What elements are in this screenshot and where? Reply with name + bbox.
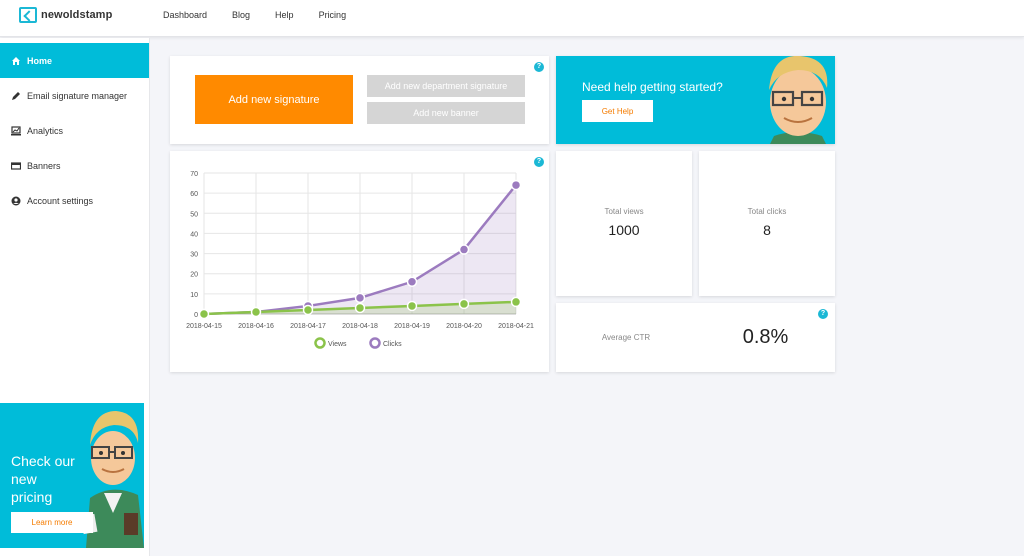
x-tick-label: 2018-04-16 xyxy=(238,323,274,330)
y-tick-label: 0 xyxy=(194,312,198,319)
add-banner-button[interactable]: Add new banner xyxy=(367,102,525,124)
nav-blog[interactable]: Blog xyxy=(232,10,251,20)
x-tick-label: 2018-04-21 xyxy=(498,323,534,330)
total-clicks-value: 8 xyxy=(763,222,771,238)
total-clicks-card: Total clicks 8 xyxy=(699,151,835,296)
average-ctr-card: ? Average CTR 0.8% xyxy=(556,303,835,372)
help-icon[interactable]: ? xyxy=(818,309,828,319)
actions-card: Add new signature Add new department sig… xyxy=(170,56,549,144)
add-department-signature-button[interactable]: Add new department signature xyxy=(367,75,525,97)
help-card-title: Need help getting started? xyxy=(582,80,723,94)
y-tick-label: 50 xyxy=(190,211,198,218)
nav-dashboard[interactable]: Dashboard xyxy=(163,10,208,20)
y-tick-label: 20 xyxy=(190,272,198,279)
user-icon xyxy=(11,196,21,205)
nav-pricing[interactable]: Pricing xyxy=(318,10,347,20)
legend-label-views: Views xyxy=(328,341,347,348)
data-point-clicks xyxy=(458,244,470,255)
sidebar-item-analytics[interactable]: Analytics xyxy=(0,113,149,148)
mascot-illustration xyxy=(769,56,828,144)
sidebar-item-label: Home xyxy=(27,55,53,66)
legend-label-clicks: Clicks xyxy=(383,341,402,348)
y-tick-label: 60 xyxy=(190,191,198,198)
y-tick-label: 30 xyxy=(190,252,198,259)
legend-marker-clicks xyxy=(369,337,381,349)
sidebar-item-label: Account settings xyxy=(27,195,94,206)
line-chart: 0 10 20 30 40 50 60 70 2018-04-15 2018-04-16 2018-… xyxy=(186,171,534,349)
add-new-signature-button[interactable]: Add new signature xyxy=(195,75,353,124)
data-point-views xyxy=(458,298,470,310)
average-ctr-value: 0.8% xyxy=(742,326,789,348)
logo-icon xyxy=(19,7,37,23)
x-tick-label: 2018-04-15 xyxy=(186,323,222,330)
data-point-views xyxy=(250,306,262,318)
total-views-label: Total views xyxy=(604,207,644,216)
home-icon xyxy=(12,56,20,65)
top-bar: newoldstamp Dashboard Blog Help Pricing xyxy=(0,0,1024,37)
analytics-chart-card: ? 0 10 20 30 40 50 60 70 2018-04-15 2018-04-16 201… xyxy=(170,151,549,372)
x-tick-label: 2018-04-20 xyxy=(446,323,482,330)
logo[interactable]: newoldstamp xyxy=(19,7,112,23)
help-icon[interactable]: ? xyxy=(534,157,544,167)
pen-icon xyxy=(12,91,20,100)
data-point-clicks xyxy=(406,276,418,288)
logo-text: newoldstamp xyxy=(41,9,113,21)
data-point-views xyxy=(510,296,522,308)
total-clicks-label: Total clicks xyxy=(747,207,787,216)
data-point-clicks xyxy=(354,292,366,304)
y-tick-label: 10 xyxy=(190,292,198,299)
sidebar-item-home[interactable]: Home xyxy=(0,43,149,78)
sidebar-item-label: Email signature manager xyxy=(27,90,128,101)
get-help-button[interactable]: Get Help xyxy=(582,100,653,122)
data-point-views xyxy=(198,308,210,320)
data-point-clicks xyxy=(510,179,522,191)
sidebar-item-account-settings[interactable]: Account settings xyxy=(0,183,149,218)
sidebar-item-label: Banners xyxy=(27,160,61,171)
data-point-views xyxy=(354,302,366,314)
average-ctr-label: Average CTR xyxy=(601,333,651,342)
sidebar-item-signature-manager[interactable]: Email signature manager xyxy=(0,78,149,113)
series-area-clicks xyxy=(204,185,516,314)
analytics-icon xyxy=(11,125,21,135)
sidebar-item-label: Analytics xyxy=(27,125,64,136)
promo-text: Check our new pricing xyxy=(11,453,75,505)
help-card: Need help getting started? Get Help xyxy=(556,56,835,144)
y-tick-label: 40 xyxy=(190,231,198,238)
banner-icon xyxy=(11,161,21,170)
x-tick-label: 2018-04-17 xyxy=(290,323,326,330)
learn-more-button[interactable]: Learn more xyxy=(11,512,93,533)
data-point-views xyxy=(302,304,314,316)
data-point-views xyxy=(406,300,418,312)
total-views-value: 1000 xyxy=(608,222,640,238)
y-tick-label: 70 xyxy=(190,171,198,178)
legend-marker-views xyxy=(314,337,326,349)
top-nav: Dashboard Blog Help Pricing xyxy=(163,10,371,20)
nav-help[interactable]: Help xyxy=(275,10,294,20)
help-icon[interactable]: ? xyxy=(534,62,544,72)
sidebar-item-banners[interactable]: Banners xyxy=(0,148,149,183)
x-tick-label: 2018-04-19 xyxy=(394,323,430,330)
x-tick-label: 2018-04-18 xyxy=(342,323,378,330)
total-views-card: Total views 1000 xyxy=(556,151,692,296)
sidebar: Home Email signature manager Analytics B… xyxy=(0,38,150,556)
pricing-promo: Check our new pricing Learn more xyxy=(0,403,144,548)
